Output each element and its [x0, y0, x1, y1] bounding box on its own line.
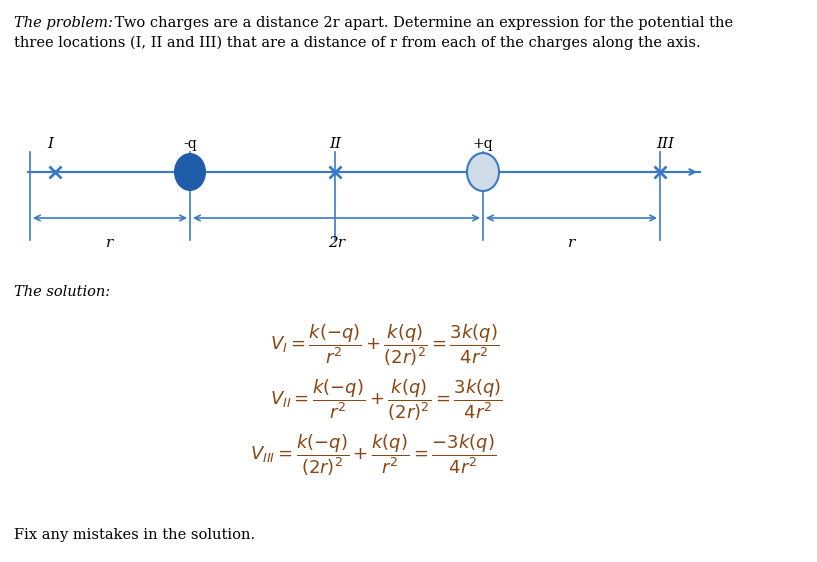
Text: 2r: 2r	[328, 236, 345, 250]
Text: r: r	[106, 236, 114, 250]
Ellipse shape	[467, 153, 499, 191]
Text: Fix any mistakes in the solution.: Fix any mistakes in the solution.	[14, 528, 255, 542]
Text: -q: -q	[183, 137, 197, 151]
Text: three locations (I, II and III) that are a distance of r from each of the charge: three locations (I, II and III) that are…	[14, 36, 701, 51]
Ellipse shape	[174, 153, 206, 191]
Text: II: II	[329, 137, 341, 151]
Text: +q: +q	[473, 137, 493, 151]
Text: r: r	[568, 236, 575, 250]
Text: III: III	[656, 137, 674, 151]
Text: I: I	[47, 137, 53, 151]
Text: $V_{III} = \dfrac{k(-q)}{(2r)^2} + \dfrac{k(q)}{r^2} = \dfrac{-3k(q)}{4r^2}$: $V_{III} = \dfrac{k(-q)}{(2r)^2} + \dfra…	[250, 432, 496, 478]
Text: The problem:: The problem:	[14, 16, 113, 30]
Text: The solution:: The solution:	[14, 285, 110, 299]
Text: Two charges are a distance 2r apart. Determine an expression for the potential t: Two charges are a distance 2r apart. Det…	[110, 16, 733, 30]
Text: $V_{I} = \dfrac{k(-q)}{r^2} + \dfrac{k(q)}{(2r)^2} = \dfrac{3k(q)}{4r^2}$: $V_{I} = \dfrac{k(-q)}{r^2} + \dfrac{k(q…	[270, 322, 499, 368]
Text: $V_{II} = \dfrac{k(-q)}{r^2} + \dfrac{k(q)}{(2r)^2} = \dfrac{3k(q)}{4r^2}$: $V_{II} = \dfrac{k(-q)}{r^2} + \dfrac{k(…	[270, 377, 503, 423]
